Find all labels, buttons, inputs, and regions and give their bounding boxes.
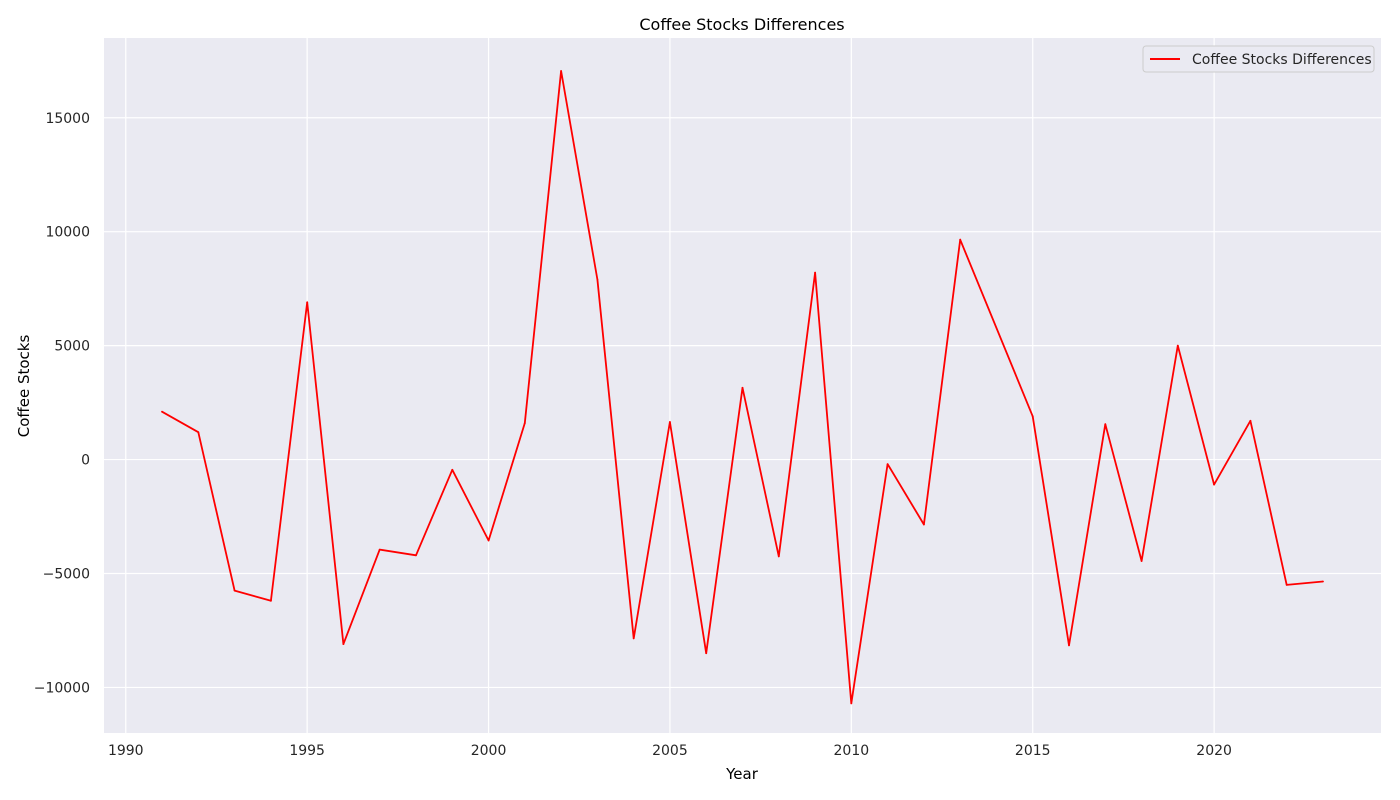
x-tick-labels: 1990 1995 2000 2005 2010 2015 2020 xyxy=(108,743,1232,759)
y-tick-label: 0 xyxy=(81,453,90,469)
y-tick-label: 5000 xyxy=(54,339,90,355)
data-point xyxy=(451,468,454,471)
data-point xyxy=(270,599,272,602)
data-point xyxy=(1031,415,1034,418)
data-point xyxy=(705,652,708,655)
x-axis-title: Year xyxy=(725,765,759,783)
data-point xyxy=(596,278,599,281)
data-point xyxy=(1104,423,1107,426)
series-line-coffee-stocks-differences xyxy=(161,70,1324,705)
x-tick-label: 2020 xyxy=(1196,743,1232,759)
x-tick-label: 2015 xyxy=(1015,743,1051,759)
data-point xyxy=(1140,560,1143,562)
data-point xyxy=(415,554,417,557)
data-point xyxy=(1322,580,1324,583)
data-point xyxy=(886,463,889,465)
data-point xyxy=(1068,644,1070,647)
y-tick-label: 15000 xyxy=(45,111,90,127)
data-point xyxy=(1176,344,1179,347)
plot-area xyxy=(104,38,1381,733)
data-point xyxy=(777,555,780,558)
data-point xyxy=(741,386,744,389)
data-point xyxy=(560,70,562,72)
data-point xyxy=(1285,584,1288,586)
data-point xyxy=(959,238,962,241)
data-point xyxy=(632,637,635,640)
chart-title: Coffee Stocks Differences xyxy=(639,15,844,34)
x-tick-label: 2005 xyxy=(652,743,688,759)
legend-entry-label: Coffee Stocks Differences xyxy=(1192,52,1372,68)
data-point xyxy=(850,702,853,705)
data-point xyxy=(523,422,526,424)
legend: Coffee Stocks Differences xyxy=(1142,45,1375,73)
data-point xyxy=(1249,419,1252,422)
y-tick-labels: −10000 −5000 0 5000 10000 15000 xyxy=(34,111,90,697)
y-tick-label: −10000 xyxy=(34,680,90,696)
gridlines xyxy=(104,38,1381,733)
x-tick-label: 2000 xyxy=(471,743,507,759)
data-point xyxy=(306,301,309,304)
data-point xyxy=(378,548,381,551)
x-tick-label: 1990 xyxy=(108,743,144,759)
data-point xyxy=(923,523,925,526)
y-axis-title: Coffee Stocks xyxy=(15,335,33,438)
data-point xyxy=(1213,483,1215,486)
y-tick-label: −5000 xyxy=(43,566,90,582)
x-tick-label: 2010 xyxy=(834,743,870,759)
data-point xyxy=(342,643,345,645)
data-point xyxy=(197,431,200,434)
legend-box xyxy=(1142,45,1375,73)
data-point xyxy=(161,410,163,413)
data-point xyxy=(814,271,816,274)
data-point xyxy=(487,539,490,542)
series-layer xyxy=(161,70,1324,705)
x-tick-label: 1995 xyxy=(289,743,325,759)
data-point xyxy=(233,589,236,592)
y-tick-label: 10000 xyxy=(45,225,90,241)
data-point xyxy=(669,421,671,423)
